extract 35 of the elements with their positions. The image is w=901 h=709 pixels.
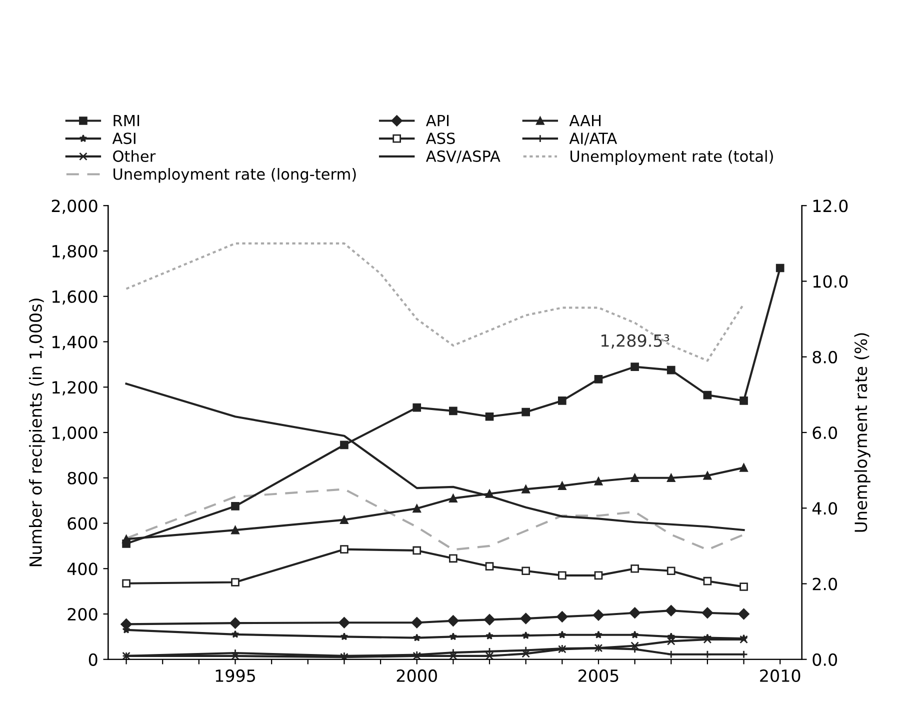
legend-label: AI/ATA (569, 132, 618, 146)
legend-label: ASV/ASPA (426, 150, 500, 164)
y2-tick-label: 4.0 (812, 502, 838, 515)
x-tick-label: 2010 (760, 669, 800, 682)
y-tick-label: 2,000 (52, 200, 98, 214)
annotation: 1,289.5³ (601, 334, 670, 349)
y-tick-label: 200 (68, 608, 98, 621)
x-tick-label: 1995 (216, 669, 255, 682)
legend-label: Unemployment rate (long-term) (114, 168, 356, 183)
y-tick-label: 1,400 (52, 336, 98, 350)
y2-tick-label: 2.0 (812, 578, 838, 590)
y-tick-label: 600 (68, 517, 98, 530)
x-tick-label: 2000 (396, 669, 437, 682)
legend-label: AAH (569, 114, 601, 126)
y2-axis-title: Unemployment rate (%) (854, 333, 870, 532)
y2-tick-label: 0.0 (812, 653, 838, 666)
y-tick-label: 1,600 (52, 290, 98, 305)
y2-tick-label: 12.0 (813, 200, 848, 212)
legend-label: RMI (114, 114, 140, 126)
y2-tick-label: 10.0 (813, 275, 848, 288)
y-tick-label: 0 (88, 653, 98, 666)
y-tick-label: 1,200 (52, 381, 98, 396)
y-tick-label: 400 (67, 562, 98, 576)
y-tick-label: 800 (68, 472, 98, 484)
legend-label: ASI (112, 132, 136, 144)
legend-label: Other (113, 150, 156, 162)
legend-label: Unemployment rate (total) (570, 150, 773, 165)
x-tick-label: 2005 (578, 669, 618, 682)
y-tick-label: 1,800 (52, 244, 98, 260)
y2-tick-label: 8.0 (812, 350, 838, 364)
legend-label: ASS (426, 132, 455, 144)
y-axis-title: Number of recipients (in 1,000s) (29, 298, 46, 566)
y2-tick-label: 6.0 (812, 426, 838, 440)
legend-label: API (426, 114, 449, 126)
y-tick-label: 1,000 (52, 426, 98, 441)
